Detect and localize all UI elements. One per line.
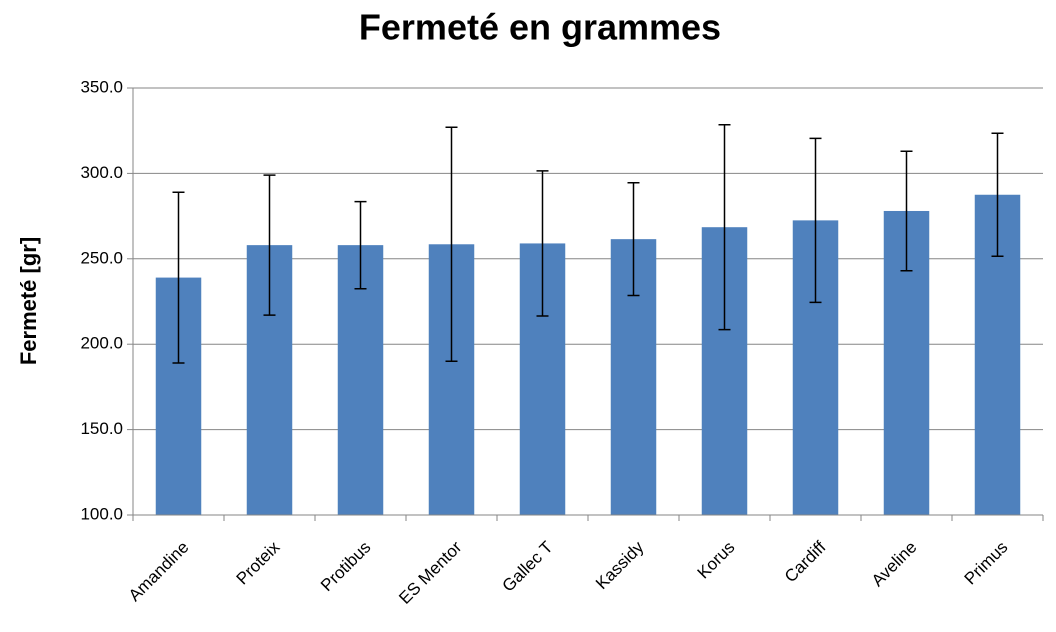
x-tick-label: Proteix: [233, 537, 284, 588]
y-axis-label: Fermeté [gr]: [16, 237, 41, 365]
error-bar: [991, 132, 1004, 257]
error-bar: [627, 182, 640, 297]
x-tick-label: Primus: [961, 538, 1012, 589]
y-tick-label: 350.0: [80, 77, 123, 96]
x-tick-label: Protibus: [317, 538, 375, 596]
x-tick-label: ES Mentor: [395, 537, 465, 607]
y-tick-label: 300.0: [80, 163, 123, 182]
y-tick-label: 250.0: [80, 248, 123, 267]
error-bar: [354, 200, 367, 290]
x-tick-label: Korus: [694, 538, 739, 583]
y-tick-label: 200.0: [80, 334, 123, 353]
error-bar: [172, 191, 185, 364]
error-bar: [263, 174, 276, 316]
x-tick-label: Aveline: [868, 538, 921, 591]
y-tick-label: 100.0: [80, 504, 123, 523]
x-tick-label: Cardiff: [781, 537, 830, 586]
bar: [337, 245, 384, 516]
error-bar: [900, 150, 913, 272]
error-bar: [536, 170, 549, 317]
x-tick-label: Gallec T: [499, 538, 557, 596]
error-bar: [809, 137, 822, 304]
y-tick-label: 150.0: [80, 419, 123, 438]
error-bar: [445, 126, 458, 363]
error-bar: [718, 123, 731, 331]
x-tick-label: Kassidy: [592, 537, 648, 593]
x-tick-label: Amandine: [125, 538, 193, 606]
chart-title: Fermeté en grammes: [359, 7, 721, 48]
